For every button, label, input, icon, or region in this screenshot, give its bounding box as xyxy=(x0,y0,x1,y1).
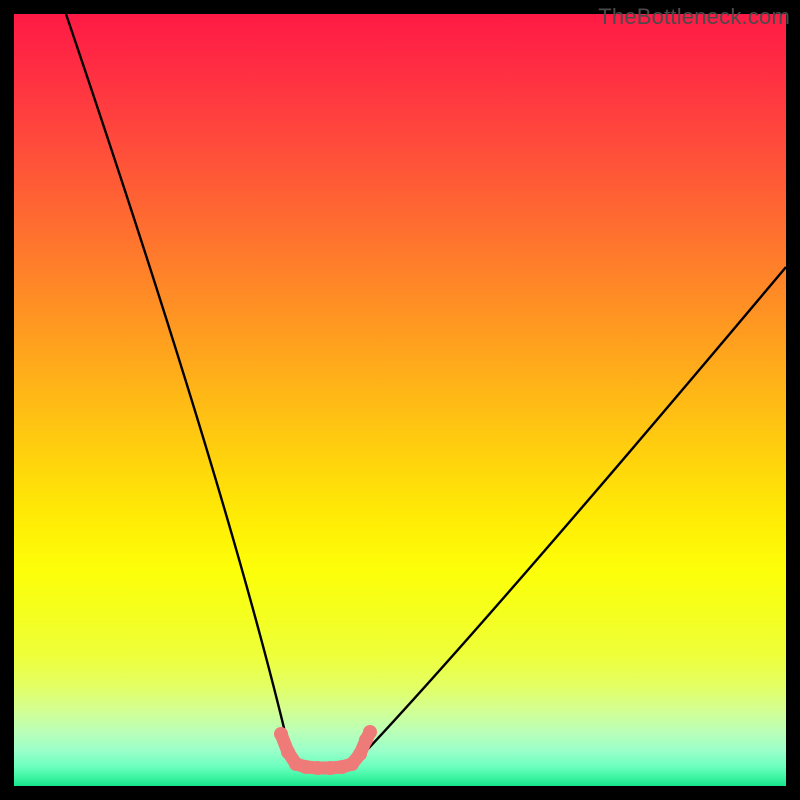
watermark-text: TheBottleneck.com xyxy=(598,4,790,30)
highlight-dot xyxy=(311,761,325,775)
highlight-dot xyxy=(323,761,337,775)
highlight-dot xyxy=(274,727,288,741)
highlight-dot xyxy=(353,747,367,761)
highlight-dot xyxy=(363,725,377,739)
plot-svg xyxy=(0,0,800,800)
plot-area xyxy=(14,14,786,786)
highlight-dot xyxy=(299,760,313,774)
stage: TheBottleneck.com xyxy=(0,0,800,800)
gradient-background xyxy=(14,14,786,786)
highlight-dot xyxy=(281,745,295,759)
